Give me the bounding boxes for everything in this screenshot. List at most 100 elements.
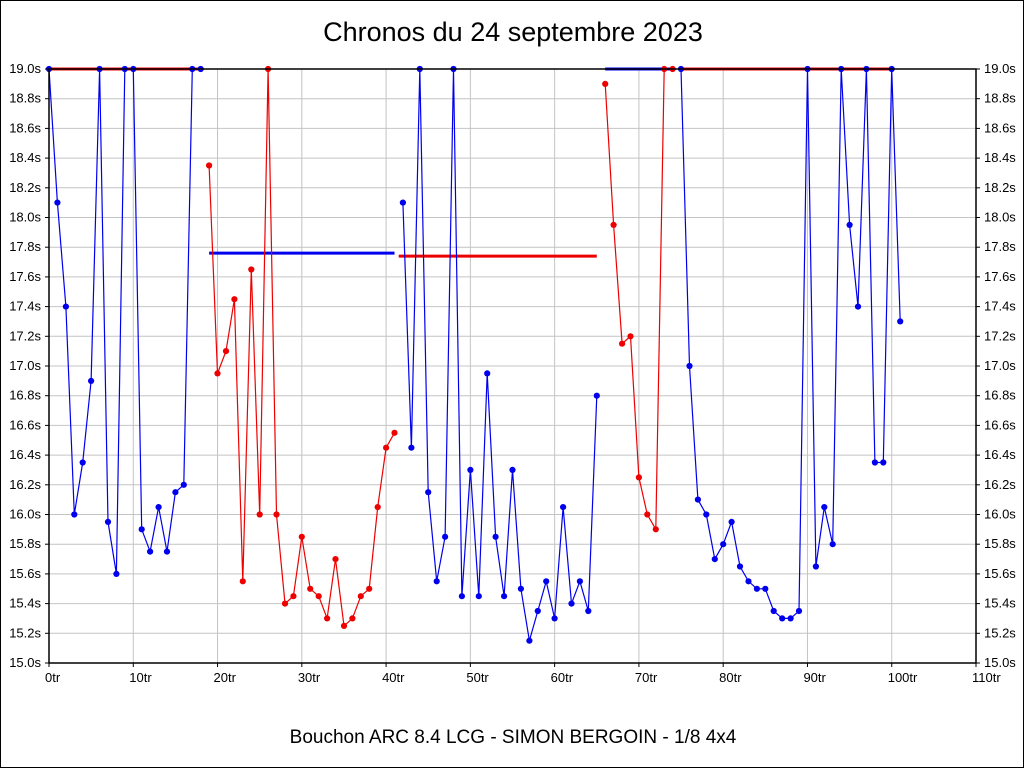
svg-text:17.8s: 17.8s [984,239,1016,254]
svg-text:18.0s: 18.0s [984,210,1016,225]
svg-text:10tr: 10tr [129,670,152,685]
data-point [652,526,659,533]
data-point [467,466,474,473]
data-point [281,600,289,607]
data-point [821,504,828,511]
data-point [113,570,120,578]
svg-text:18.2s: 18.2s [9,180,41,195]
x-axis-labels: 0tr 10tr 20tr 30tr 40tr 50tr 60tr 70tr 80tr 90tr 1… [45,663,1001,685]
data-point [206,162,213,169]
data-point [62,303,69,310]
data-point [610,221,617,228]
data-point [475,593,482,600]
svg-text:15.4s: 15.4s [984,596,1016,611]
series-red [206,65,676,630]
svg-text:16.6s: 16.6s [984,417,1016,432]
data-point [897,318,904,325]
data-point [770,607,777,615]
svg-text:18.6s: 18.6s [984,120,1016,135]
svg-text:16.2s: 16.2s [984,477,1016,492]
svg-text:18.8s: 18.8s [984,91,1016,106]
svg-text:16.6s: 16.6s [9,417,41,432]
svg-text:30tr: 30tr [298,670,321,685]
grid-lines [48,68,977,664]
data-point [753,585,761,592]
svg-text:16.8s: 16.8s [9,388,41,403]
svg-text:15.6s: 15.6s [984,566,1016,581]
data-point [172,489,179,496]
svg-text:16.2s: 16.2s [9,477,41,492]
data-point [686,362,693,370]
data-point [854,303,862,310]
y-axis-labels-right: 19.0s 18.8s 18.6s 18.4s 18.2s 18.0s 17.8s 17.6s… [976,61,1016,670]
data-point [374,504,381,511]
data-point [619,340,626,347]
data-point [694,496,702,503]
data-point [745,578,752,585]
data-point [458,593,465,600]
svg-text:110tr: 110tr [972,670,1001,685]
data-point [399,199,406,206]
svg-text:15.2s: 15.2s [984,625,1016,640]
data-point [324,615,331,622]
data-point [104,518,112,526]
data-point [357,593,364,600]
data-point [290,593,297,600]
svg-text:16.4s: 16.4s [984,447,1016,462]
data-point [408,444,415,451]
svg-text:17.0s: 17.0s [9,358,41,373]
svg-text:18.4s: 18.4s [984,150,1016,165]
svg-text:0tr: 0tr [45,670,61,685]
data-point [155,504,162,511]
data-point [576,578,584,585]
data-point [366,585,373,592]
data-point [163,548,171,555]
svg-text:16.0s: 16.0s [9,507,41,522]
data-point [425,489,432,496]
data-point [147,548,154,555]
svg-text:15.4s: 15.4s [9,596,41,611]
svg-text:18.0s: 18.0s [9,210,41,225]
svg-text:16.0s: 16.0s [984,507,1016,522]
data-point [795,607,803,615]
data-point [315,593,322,600]
svg-text:17.4s: 17.4s [984,299,1016,314]
data-point [880,459,887,466]
data-point [349,615,356,622]
svg-text:15.8s: 15.8s [984,536,1016,551]
svg-text:16.4s: 16.4s [9,447,41,462]
data-point [340,622,348,630]
svg-text:40tr: 40tr [382,670,405,685]
data-point [256,511,263,518]
data-point [720,541,727,548]
svg-text:18.4s: 18.4s [9,150,41,165]
chart-caption: Bouchon ARC 8.4 LCG - SIMON BERGOIN - 1/… [289,727,737,748]
data-point [517,585,525,592]
data-point [383,444,390,451]
data-point [442,533,449,540]
svg-text:15.8s: 15.8s [9,536,41,551]
svg-text:17.2s: 17.2s [984,328,1016,343]
data-point [736,563,744,570]
data-point [273,511,280,518]
data-point [239,578,246,585]
data-point [54,199,61,206]
svg-text:16.8s: 16.8s [984,388,1016,403]
data-point [829,541,836,548]
data-point [231,296,238,303]
series-blue [45,65,904,644]
data-point [248,266,255,273]
svg-text:18.6s: 18.6s [9,120,41,135]
svg-text:17.6s: 17.6s [9,269,41,284]
data-point [627,333,634,340]
svg-text:15.2s: 15.2s [9,625,41,640]
data-point [762,585,769,592]
data-point [543,578,550,585]
data-point [593,392,600,399]
svg-text:50tr: 50tr [466,670,489,685]
data-point [534,607,541,615]
svg-text:100tr: 100tr [888,670,918,685]
data-point [138,526,145,533]
